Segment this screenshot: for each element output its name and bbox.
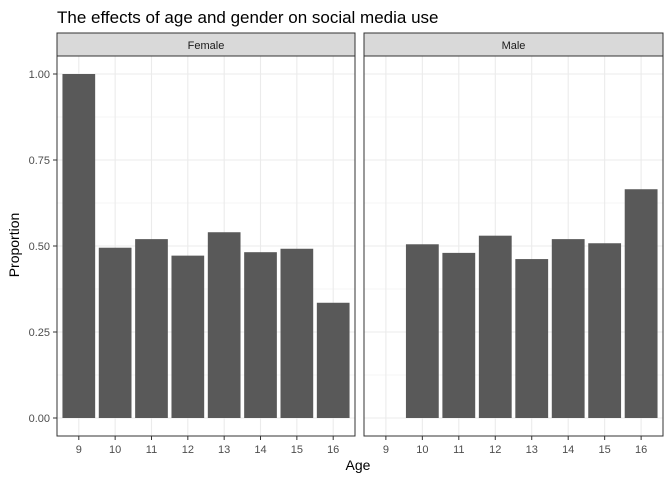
bar-male-12 xyxy=(478,235,512,418)
x-tick-label: 16 xyxy=(327,444,339,456)
bar-female-9 xyxy=(62,74,96,418)
x-tick-label: 10 xyxy=(416,444,428,456)
facet-strip xyxy=(56,32,356,57)
bar-male-14 xyxy=(551,239,585,418)
x-tick-label: 9 xyxy=(383,444,389,456)
x-tick-label: 10 xyxy=(109,444,121,456)
x-tick-label: 13 xyxy=(526,444,538,456)
bar-male-11 xyxy=(442,252,476,418)
bar-female-10 xyxy=(98,247,132,418)
chart-title: The effects of age and gender on social … xyxy=(57,8,439,27)
bar-female-11 xyxy=(135,239,168,418)
x-tick-label: 14 xyxy=(254,444,266,456)
x-tick-label: 9 xyxy=(76,444,82,456)
x-tick-label: 12 xyxy=(182,444,194,456)
x-tick-label: 15 xyxy=(599,444,611,456)
facet-strip xyxy=(363,32,664,57)
facets: Female 9 10 11 12 13 14 15 16 Male 9 10 11 12 13 14 15 16… xyxy=(29,32,664,456)
bar-male-10 xyxy=(405,244,439,418)
x-tick-label: 14 xyxy=(562,444,574,456)
facet-label: Female xyxy=(188,40,225,52)
x-tick-label: 11 xyxy=(453,444,464,456)
bar-female-13 xyxy=(207,232,241,418)
bar-female-14 xyxy=(244,252,277,418)
y-tick-label: 0.75 xyxy=(29,155,50,167)
bar-female-12 xyxy=(171,255,205,418)
y-tick-label: 1.00 xyxy=(29,69,50,81)
x-tick-label: 12 xyxy=(489,444,501,456)
bar-female-15 xyxy=(280,248,314,418)
x-tick-label: 15 xyxy=(291,444,303,456)
facet-label: Male xyxy=(502,40,526,52)
y-tick-label: 0.50 xyxy=(29,241,50,253)
x-tick-label: 11 xyxy=(146,444,157,456)
y-axis-label: Proportion xyxy=(6,213,22,278)
x-tick-label: 16 xyxy=(635,444,647,456)
x-tick-label: 13 xyxy=(218,444,230,456)
bar-female-16 xyxy=(316,302,350,418)
bar-male-15 xyxy=(588,243,622,418)
x-axis-label: Age xyxy=(346,457,371,473)
y-tick-label: 0.00 xyxy=(29,413,50,425)
bar-male-16 xyxy=(624,189,658,418)
y-tick-label: 0.25 xyxy=(29,327,50,339)
bar-male-13 xyxy=(515,259,549,418)
